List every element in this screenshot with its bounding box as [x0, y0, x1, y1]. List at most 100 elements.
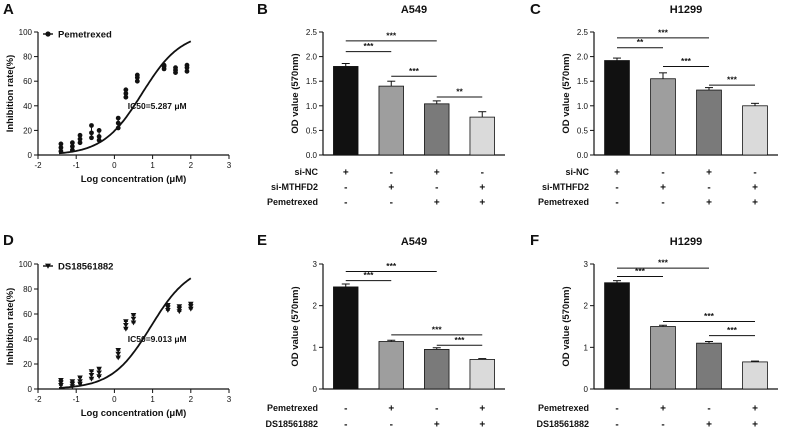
fit-curve	[58, 277, 192, 389]
fit-curve	[58, 40, 192, 155]
x-tick-label: -2	[34, 395, 42, 404]
condition-mark: -	[753, 168, 756, 179]
bar	[424, 103, 450, 156]
y-tick-label: 0	[28, 151, 33, 160]
condition-mark: -	[344, 420, 347, 428]
condition-mark: -	[390, 168, 393, 179]
data-point	[130, 313, 137, 318]
panel-letter: C	[530, 1, 541, 18]
data-point	[173, 65, 178, 71]
data-point	[96, 366, 102, 372]
bar	[650, 78, 676, 156]
condition-mark: +	[479, 420, 485, 428]
bar	[469, 116, 495, 156]
condition-label: si-MTHFD2	[271, 182, 318, 192]
legend-label: DS18561882	[58, 262, 113, 273]
condition-label: DS18561882	[265, 419, 318, 428]
ic50-annotation: IC50=9.013 μM	[128, 334, 187, 344]
significance-label: ***	[727, 325, 738, 335]
data-point	[89, 135, 94, 141]
significance-label: ***	[386, 30, 397, 40]
condition-label: Pemetrexed	[267, 403, 318, 413]
data-point	[69, 381, 76, 387]
data-point	[58, 145, 64, 151]
data-point	[134, 78, 140, 84]
data-point	[58, 141, 64, 147]
data-point	[88, 373, 95, 378]
data-point	[96, 374, 102, 380]
data-point	[176, 309, 183, 315]
data-point	[188, 301, 194, 307]
y-axis-label: OD value (570nm)	[290, 53, 301, 133]
panel-title: A549	[401, 236, 427, 248]
panel-letter: E	[257, 232, 267, 249]
condition-label: si-NC	[294, 167, 318, 177]
condition-mark: -	[615, 404, 618, 415]
x-tick-label: -1	[73, 161, 81, 170]
data-point	[96, 127, 102, 133]
data-point	[115, 125, 121, 131]
y-tick-label: 0.5	[306, 126, 318, 135]
condition-mark: +	[343, 168, 349, 179]
condition-mark: -	[661, 168, 664, 179]
data-point	[115, 348, 122, 353]
condition-mark: +	[479, 198, 485, 209]
significance-label: ***	[364, 41, 375, 51]
x-tick-label: 2	[189, 161, 194, 170]
y-tick-label: 0	[313, 385, 318, 394]
significance-label: ***	[455, 335, 466, 345]
y-tick-label: 3	[584, 260, 589, 269]
panel-letter: F	[530, 232, 539, 249]
data-point	[88, 369, 95, 375]
data-point	[77, 381, 83, 387]
data-point	[77, 140, 83, 146]
data-point	[165, 308, 171, 313]
condition-mark: +	[660, 183, 666, 194]
significance-label: **	[456, 86, 463, 96]
condition-mark: +	[752, 404, 758, 415]
data-point	[123, 319, 129, 325]
data-point	[115, 355, 122, 361]
data-point	[69, 143, 75, 149]
bar	[696, 89, 722, 156]
condition-mark: +	[479, 404, 485, 415]
x-tick-label: 3	[227, 161, 232, 170]
data-point	[123, 91, 129, 96]
condition-mark: +	[434, 168, 440, 179]
data-point	[165, 303, 171, 308]
y-tick-label: 1.0	[577, 102, 589, 111]
bar	[604, 60, 630, 156]
ic50-annotation: IC50=5.287 μM	[128, 101, 187, 111]
panel-letter: D	[3, 232, 14, 249]
panel-letter: B	[257, 1, 268, 18]
significance-label: ***	[727, 75, 738, 85]
bar	[742, 361, 768, 390]
y-axis-label: OD value (570nm)	[561, 286, 572, 366]
condition-mark: +	[388, 404, 394, 415]
bar	[650, 326, 676, 390]
condition-mark: -	[615, 198, 618, 209]
condition-mark: +	[434, 420, 440, 428]
y-tick-label: 2.0	[306, 53, 318, 62]
condition-mark: -	[615, 420, 618, 428]
y-tick-label: 2.5	[306, 28, 318, 37]
x-tick-label: -1	[73, 395, 81, 404]
condition-mark: +	[706, 168, 712, 179]
condition-mark: +	[752, 420, 758, 428]
y-tick-label: 3	[313, 260, 318, 269]
condition-mark: +	[434, 198, 440, 209]
y-tick-label: 0.5	[577, 126, 589, 135]
data-point	[69, 140, 75, 146]
significance-label: ***	[432, 324, 443, 334]
condition-mark: -	[390, 420, 393, 428]
panel-title: A549	[401, 4, 427, 16]
data-point	[58, 380, 64, 386]
data-point	[88, 376, 95, 382]
data-point	[123, 87, 129, 93]
x-axis-label: Log concentration (μM)	[81, 174, 187, 185]
y-axis-label: OD value (570nm)	[290, 286, 301, 366]
data-point	[77, 375, 83, 381]
condition-mark: +	[752, 183, 758, 194]
data-point	[184, 62, 190, 68]
legend-marker	[45, 263, 51, 269]
